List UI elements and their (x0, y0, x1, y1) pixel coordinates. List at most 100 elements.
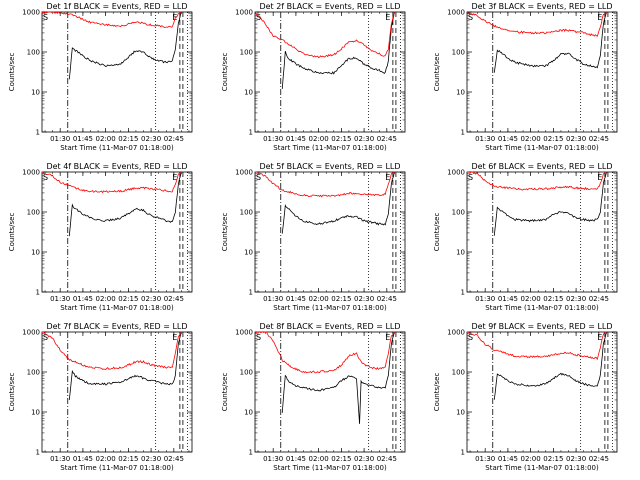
plot-frame (254, 331, 406, 453)
chart-panel-8: Det 8f BLACK = Events, RED = LLD 1 10 100 10… (221, 322, 406, 472)
e-marker-label: E (597, 173, 602, 182)
chart-title: Det 3f BLACK = Events, RED = LLD (471, 2, 612, 11)
y-axis-label: Counts/sec (221, 53, 229, 92)
series-line-events (68, 11, 182, 80)
x-axis-label: Start Time (11-Mar-07 01:18:00) (273, 464, 387, 472)
chart-title: Det 4f BLACK = Events, RED = LLD (46, 162, 187, 171)
y-axis-label: Counts/sec (221, 373, 229, 412)
x-axis-label: Start Time (11-Mar-07 01:18:00) (273, 304, 387, 312)
y-tick-label: 100 (240, 369, 253, 377)
x-tick-label: 01:45 (73, 295, 93, 303)
y-tick-label: 1000 (22, 9, 40, 17)
x-tick-label: 01:30 (475, 295, 495, 303)
y-axis-label: Counts/sec (8, 213, 16, 252)
x-tick-label: 02:45 (164, 135, 184, 143)
x-tick-label: 01:30 (50, 135, 70, 143)
x-tick-label: 02:15 (543, 135, 563, 143)
x-tick-label: 02:30 (141, 295, 161, 303)
x-tick-label: 01:45 (73, 135, 93, 143)
x-tick-label: 01:45 (286, 455, 306, 463)
x-tick-label: 02:30 (566, 135, 586, 143)
x-tick-label: 01:45 (498, 455, 518, 463)
x-tick-label: 01:45 (286, 135, 306, 143)
x-axis-label: Start Time (11-Mar-07 01:18:00) (485, 144, 599, 152)
x-tick-label: 02:15 (118, 135, 138, 143)
y-tick-label: 1 (249, 289, 253, 297)
x-tick-label: 02:45 (164, 455, 184, 463)
y-tick-label: 10 (456, 89, 465, 97)
plot-frame (41, 11, 193, 133)
y-tick-label: 1 (249, 129, 253, 137)
chart-panel-5: Det 5f BLACK = Events, RED = LLD 1 10 100 10… (221, 162, 406, 312)
series-line-lld (41, 171, 182, 194)
s-marker-label: S (256, 333, 261, 342)
x-tick-label: 01:30 (263, 455, 283, 463)
series-line-lld (254, 331, 395, 374)
y-tick-label: 1 (461, 129, 465, 137)
s-marker-label: S (256, 13, 261, 22)
s-marker-label: S (468, 173, 473, 182)
y-tick-label: 10 (456, 249, 465, 257)
x-tick-label: 01:30 (475, 135, 495, 143)
chart-title: Det 7f BLACK = Events, RED = LLD (46, 322, 187, 331)
x-tick-label: 02:30 (354, 295, 374, 303)
series-line-lld (41, 11, 182, 28)
x-tick-label: 02:45 (589, 455, 609, 463)
y-tick-label: 100 (27, 49, 40, 57)
x-tick-label: 02:00 (521, 135, 541, 143)
x-tick-label: 02:00 (521, 295, 541, 303)
s-marker-label: S (43, 173, 48, 182)
x-tick-label: 01:45 (73, 455, 93, 463)
chart-title: Det 5f BLACK = Events, RED = LLD (259, 162, 400, 171)
x-tick-label: 02:30 (566, 455, 586, 463)
plot-frame (466, 331, 618, 453)
x-tick-label: 02:45 (377, 455, 397, 463)
x-tick-label: 02:00 (96, 295, 116, 303)
s-marker-label: S (468, 333, 473, 342)
series-line-lld (466, 171, 607, 191)
y-tick-label: 10 (244, 89, 253, 97)
x-tick-label: 01:30 (50, 455, 70, 463)
y-tick-label: 1 (36, 289, 40, 297)
y-axis-label: Counts/sec (433, 373, 441, 412)
y-axis-label: Counts/sec (221, 213, 229, 252)
x-tick-label: 02:30 (566, 295, 586, 303)
x-tick-label: 02:30 (141, 135, 161, 143)
s-marker-label: S (468, 13, 473, 22)
y-tick-label: 10 (244, 249, 253, 257)
x-tick-label: 02:15 (331, 455, 351, 463)
series-line-events (493, 11, 607, 73)
chart-panel-7: Det 7f BLACK = Events, RED = LLD 1 10 100 10… (8, 322, 193, 472)
chart-panel-2: Det 2f BLACK = Events, RED = LLD 1 10 100 10… (221, 2, 406, 152)
y-tick-label: 1000 (22, 329, 40, 337)
y-tick-label: 1 (461, 449, 465, 457)
plot-frame (466, 11, 618, 133)
y-tick-label: 1 (36, 129, 40, 137)
x-axis-label: Start Time (11-Mar-07 01:18:00) (60, 304, 174, 312)
series-line-events (281, 331, 395, 424)
x-tick-label: 02:30 (354, 135, 374, 143)
y-tick-label: 1 (36, 449, 40, 457)
x-tick-label: 02:00 (521, 455, 541, 463)
series-line-events (281, 171, 395, 234)
series-line-lld (254, 11, 395, 59)
e-marker-label: E (597, 13, 602, 22)
series-line-events (68, 331, 182, 401)
y-tick-label: 10 (31, 409, 40, 417)
series-line-events (281, 11, 395, 89)
y-axis-label: Counts/sec (433, 53, 441, 92)
x-tick-label: 02:45 (164, 295, 184, 303)
y-tick-label: 100 (27, 369, 40, 377)
chart-panel-3: Det 3f BLACK = Events, RED = LLD 1 10 100 10… (433, 2, 618, 152)
chart-panel-6: Det 6f BLACK = Events, RED = LLD 1 10 100 10… (433, 162, 618, 312)
e-marker-label: E (172, 333, 177, 342)
x-tick-label: 02:15 (543, 455, 563, 463)
e-marker-label: E (597, 333, 602, 342)
y-tick-label: 1000 (447, 169, 465, 177)
x-tick-label: 02:30 (354, 455, 374, 463)
y-tick-label: 1000 (447, 329, 465, 337)
plot-frame (254, 171, 406, 293)
plot-frame (41, 171, 193, 293)
chart-title: Det 8f BLACK = Events, RED = LLD (259, 322, 400, 331)
